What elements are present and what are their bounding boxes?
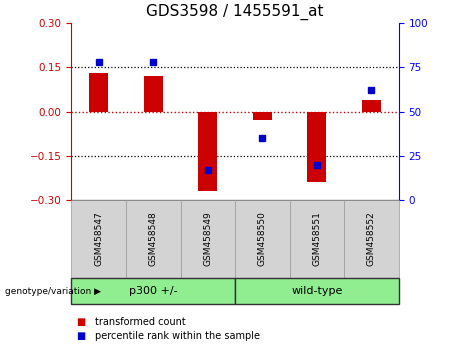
Text: wild-type: wild-type xyxy=(291,286,343,296)
Text: GSM458550: GSM458550 xyxy=(258,211,267,267)
Bar xyxy=(362,100,381,112)
Text: GSM458548: GSM458548 xyxy=(149,212,158,266)
Title: GDS3598 / 1455591_at: GDS3598 / 1455591_at xyxy=(146,4,324,20)
Text: transformed count: transformed count xyxy=(95,317,185,327)
Bar xyxy=(253,112,272,120)
Bar xyxy=(89,73,108,112)
Text: ■: ■ xyxy=(76,317,85,327)
Bar xyxy=(144,76,163,112)
Text: GSM458552: GSM458552 xyxy=(367,212,376,266)
Text: GSM458551: GSM458551 xyxy=(313,211,321,267)
Text: ■: ■ xyxy=(76,331,85,341)
Bar xyxy=(198,112,218,191)
Text: GSM458547: GSM458547 xyxy=(94,212,103,266)
Text: percentile rank within the sample: percentile rank within the sample xyxy=(95,331,260,341)
Bar xyxy=(307,112,326,182)
Text: p300 +/-: p300 +/- xyxy=(129,286,177,296)
Text: genotype/variation ▶: genotype/variation ▶ xyxy=(5,287,100,296)
Text: GSM458549: GSM458549 xyxy=(203,212,213,266)
